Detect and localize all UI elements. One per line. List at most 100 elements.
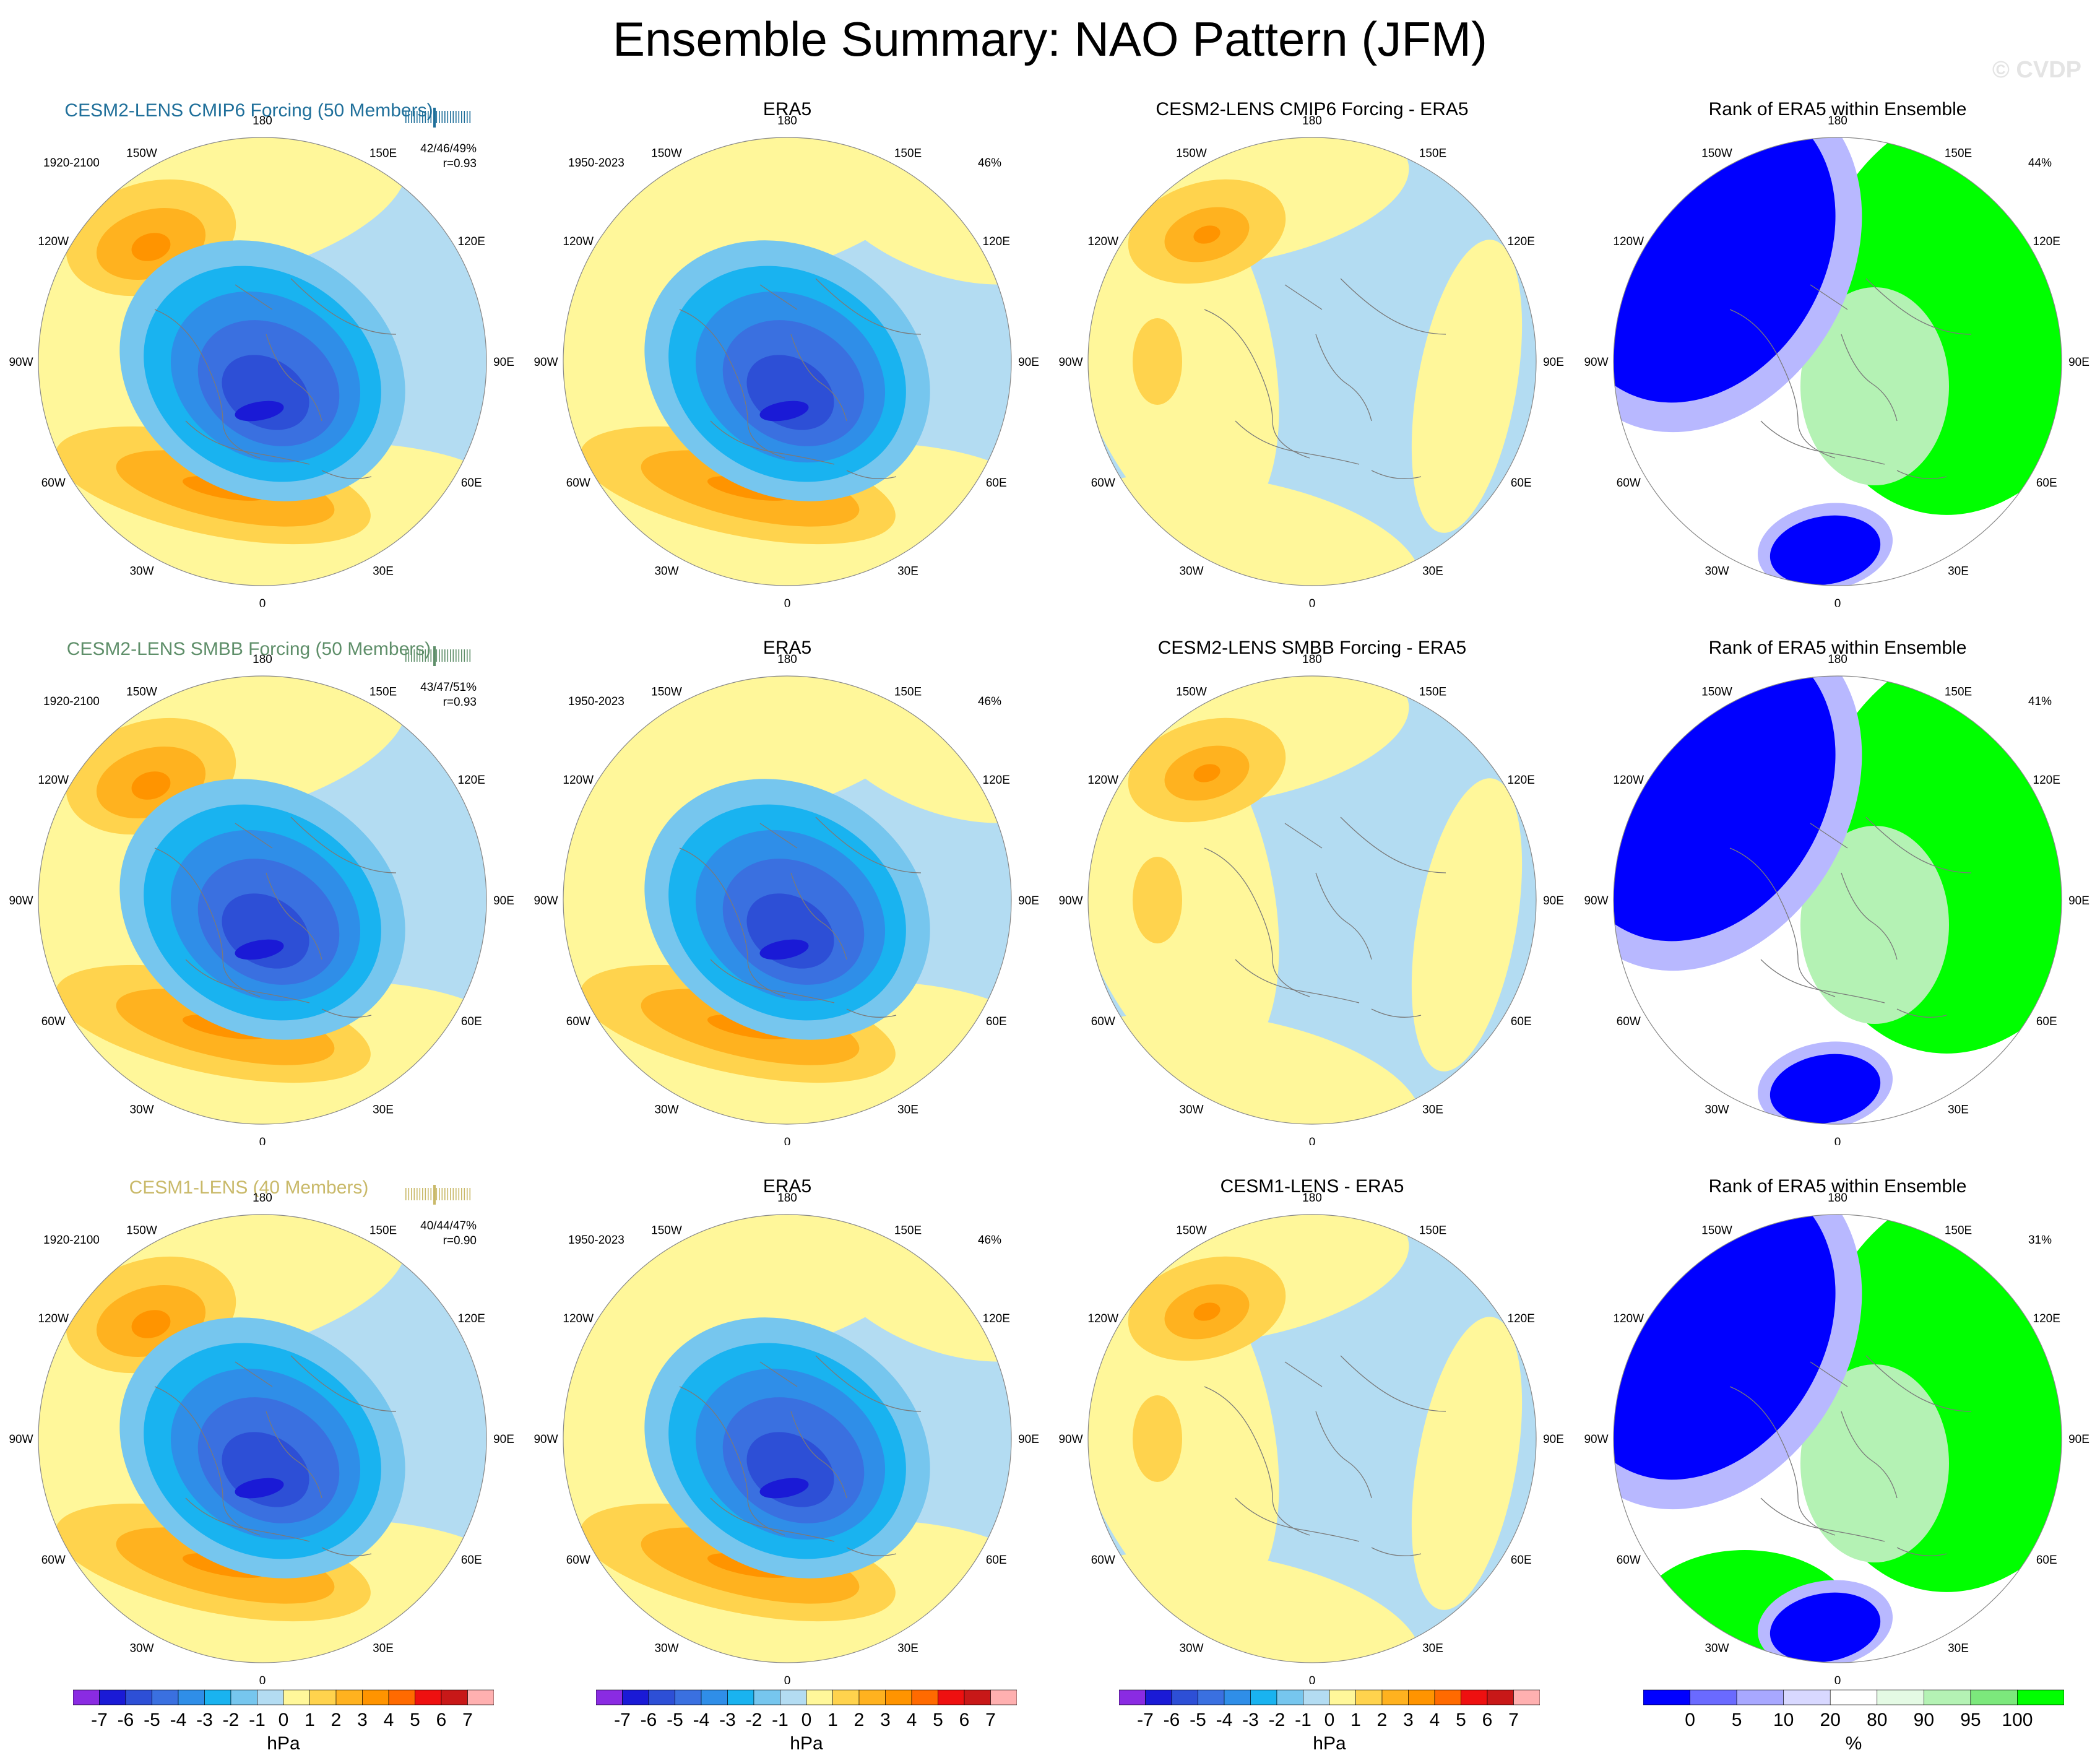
longitude-label: 0 — [784, 1674, 791, 1684]
longitude-label: 60W — [1091, 477, 1115, 490]
longitude-label: 180 — [1828, 653, 1847, 666]
rank-map-row1: Rank of ERA5 within Ensemble 180 150E 120E 9… — [1575, 56, 2100, 613]
colorbar-swatch — [964, 1689, 991, 1705]
coastline — [235, 823, 273, 849]
longitude-label: 180 — [1302, 1192, 1322, 1205]
period-label: 1950-2023 — [568, 695, 624, 708]
longitude-label: 150E — [1945, 147, 1972, 160]
longitude-label: 90W — [534, 356, 558, 369]
longitude-label: 60W — [41, 1015, 66, 1028]
longitude-label: 90W — [534, 1433, 558, 1446]
stats-label: 43/47/51% — [420, 681, 477, 694]
coastline — [1760, 1497, 1885, 1542]
map-border — [38, 137, 487, 586]
model-title: CESM2-LENS CMIP6 Forcing (50 Members) — [64, 100, 433, 121]
longitude-label: 30E — [1948, 565, 1969, 578]
coastline — [710, 959, 835, 1003]
colorbar-swatch — [622, 1689, 649, 1705]
coastline — [790, 1411, 847, 1499]
longitude-label: 90E — [1543, 894, 1564, 907]
difference-map-row3: CESM1-LENS - ERA5 180 150E 120E 90E 60E 30E 0 30… — [1050, 1133, 1575, 1690]
longitude-label: 90E — [1018, 894, 1039, 907]
longitude-label: 150E — [1419, 1224, 1446, 1237]
longitude-label: 0 — [1309, 597, 1316, 607]
longitude-label: 150W — [1701, 147, 1732, 160]
longitude-label: 60W — [566, 1015, 590, 1028]
member-tick — [444, 1188, 446, 1200]
rank-pct-label: 44% — [2028, 157, 2052, 170]
member-tick — [461, 649, 462, 662]
longitude-label: 90E — [1543, 1433, 1564, 1446]
correlation-label: r=0.93 — [443, 696, 477, 709]
coastline — [1204, 1386, 1310, 1536]
member-tick — [456, 649, 457, 662]
colorbar-tick: -5 — [144, 1710, 160, 1730]
coastline — [154, 309, 261, 459]
colorbar-swatch — [1513, 1689, 1540, 1705]
longitude-label: 120E — [2033, 1312, 2060, 1325]
rank-light-green — [1800, 287, 1949, 485]
coastline — [266, 1411, 322, 1499]
longitude-label: 150W — [651, 685, 682, 698]
longitude-label: 120W — [1613, 235, 1644, 248]
rank-title: Rank of ERA5 within Ensemble — [1708, 1176, 1967, 1197]
longitude-label: 90W — [1058, 1433, 1082, 1446]
coastline — [1810, 284, 1848, 310]
member-tick — [430, 111, 432, 123]
colorbar-swatch — [1643, 1689, 1690, 1705]
longitude-label: 180 — [777, 115, 797, 128]
colorbar-swatch — [415, 1689, 442, 1705]
longitude-label: 150E — [369, 1224, 397, 1237]
rank-title: Rank of ERA5 within Ensemble — [1708, 638, 1967, 658]
colorbar-swatch — [596, 1689, 623, 1705]
colorbar-rank: 0 5 10 20 80 90 95 100 — [1643, 1689, 2064, 1763]
longitude-label: 0 — [1834, 597, 1841, 607]
correlation-label: r=0.93 — [443, 157, 477, 170]
difference-map-row1: CESM2-LENS CMIP6 Forcing - ERA5 180 150E 12… — [1050, 56, 1575, 613]
colorbar-tick: -7 — [91, 1710, 108, 1730]
colorbar-swatch — [441, 1689, 468, 1705]
diff-positive-east — [1411, 240, 1523, 533]
coastline — [1729, 309, 1836, 459]
longitude-label: 30E — [1422, 1104, 1443, 1117]
period-label: 1920-2100 — [43, 1234, 100, 1247]
colorbar-tick: 1 — [305, 1710, 315, 1730]
colorbar-tick: 1 — [827, 1710, 838, 1730]
coastline — [679, 1386, 785, 1536]
difference-title: CESM2-LENS SMBB Forcing - ERA5 — [1157, 638, 1467, 658]
member-tick — [439, 1188, 440, 1200]
colorbar-swatch — [204, 1689, 231, 1705]
longitude-label: 30E — [897, 1104, 918, 1117]
longitude-label: 30E — [373, 565, 394, 578]
colorbar-swatch — [885, 1689, 912, 1705]
coastline — [1865, 1355, 1972, 1412]
colorbar-tick: 0 — [1685, 1710, 1695, 1730]
polar-map: 180 150E 120E 90E 60E 30E 0 30W 60W 90W 120W 150W 19… — [534, 653, 1039, 1145]
colorbar-swatch — [257, 1689, 284, 1705]
colorbar-swatch — [648, 1689, 675, 1705]
longitude-label: 180 — [1828, 1192, 1847, 1205]
model-map-row3: CESM1-LENS (40 Members) 180 150E 120E 90E 60E… — [0, 1133, 525, 1690]
member-median-tick — [433, 646, 436, 666]
colorbar-swatch — [73, 1689, 100, 1705]
colorbar-swatch — [99, 1689, 126, 1705]
coastline — [1315, 334, 1372, 422]
coastline — [266, 334, 322, 422]
colorbar-tick: 80 — [1867, 1710, 1887, 1730]
coastline — [1841, 334, 1898, 422]
colorbar-swatch — [2017, 1689, 2064, 1705]
member-tick — [428, 1188, 429, 1200]
longitude-label: 60W — [1617, 1554, 1641, 1567]
longitude-label: 0 — [784, 1136, 791, 1145]
member-tick — [464, 111, 465, 123]
longitude-label: 150W — [1701, 685, 1732, 698]
longitude-label: 90W — [1058, 894, 1082, 907]
longitude-label: 90W — [9, 356, 33, 369]
longitude-label: 30W — [654, 1104, 678, 1117]
longitude-label: 180 — [1302, 653, 1322, 666]
difference-title: CESM1-LENS - ERA5 — [1220, 1176, 1404, 1197]
coastline — [185, 1497, 310, 1542]
coastline — [1810, 1361, 1848, 1387]
member-tick — [430, 1188, 432, 1200]
colorbar-tick: 3 — [357, 1710, 368, 1730]
